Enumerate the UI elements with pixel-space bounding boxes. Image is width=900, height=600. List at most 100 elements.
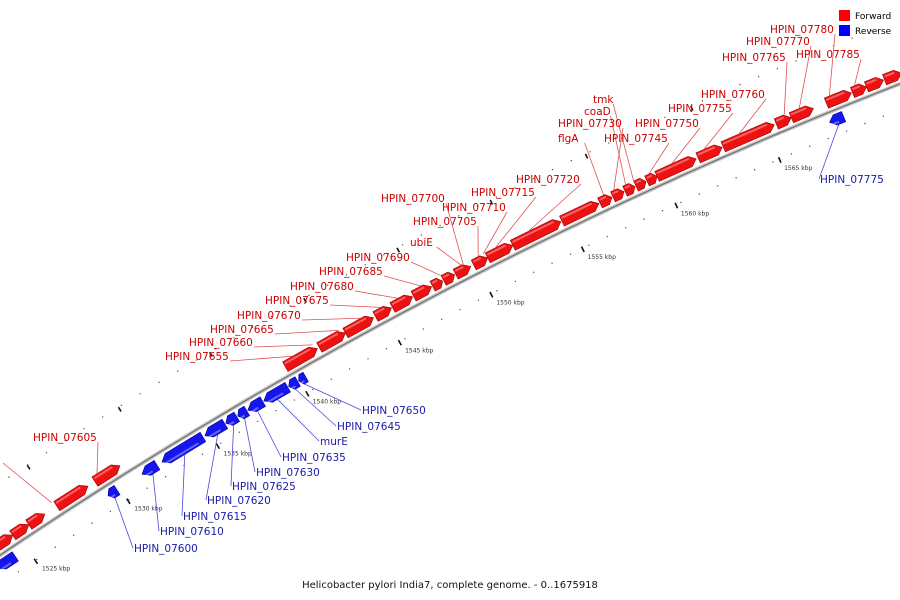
gene-HPIN_07615[interactable] bbox=[161, 431, 207, 464]
gene-label-HPIN_07605[interactable]: HPIN_07605 bbox=[33, 432, 97, 444]
gene-label-HPIN_07615[interactable]: HPIN_07615 bbox=[183, 511, 247, 523]
gene-HPIN_07690[interactable] bbox=[440, 271, 455, 286]
gene-HPIN_07610[interactable] bbox=[141, 459, 161, 476]
gene-HPIN_07725[interactable] bbox=[559, 200, 600, 227]
gene-label-HPIN_07720[interactable]: HPIN_07720 bbox=[516, 174, 580, 186]
gene-left-b[interactable] bbox=[9, 523, 30, 541]
gene-HPIN_07630[interactable] bbox=[237, 405, 251, 420]
gene-label-flgA[interactable]: flgA bbox=[558, 133, 579, 145]
gene-HPIN_07775[interactable] bbox=[829, 111, 847, 126]
gene-label-HPIN_07685[interactable]: HPIN_07685 bbox=[319, 266, 383, 278]
gene-label-murE[interactable]: murE bbox=[320, 436, 348, 448]
gene-label-HPIN_07655[interactable]: HPIN_07655 bbox=[165, 351, 229, 363]
gene-coaD[interactable] bbox=[622, 183, 636, 197]
minor-tick bbox=[164, 476, 167, 478]
gene-label-HPIN_07780[interactable]: HPIN_07780 bbox=[770, 24, 834, 36]
gene-HPIN_07780[interactable] bbox=[823, 89, 852, 109]
gene-HPIN_07665[interactable] bbox=[342, 315, 374, 339]
tick-label: 1535 kbp bbox=[224, 451, 252, 458]
gene-highlight bbox=[284, 348, 311, 365]
gene-left-r[interactable] bbox=[0, 551, 19, 570]
gene-label-HPIN_07620[interactable]: HPIN_07620 bbox=[207, 495, 271, 507]
gene-HPIN_07730[interactable] bbox=[610, 188, 625, 203]
gene-flgA[interactable] bbox=[597, 194, 613, 209]
leader-HPIN_07780 bbox=[828, 33, 836, 97]
gene-tmk[interactable] bbox=[633, 177, 647, 192]
leader-HPIN_07655 bbox=[229, 355, 293, 362]
gene-HPIN_07675[interactable] bbox=[389, 294, 414, 313]
minor-tick bbox=[717, 185, 719, 187]
gene-HPIN_07680[interactable] bbox=[410, 284, 433, 302]
gene-label-HPIN_07595[interactable]: HPIN_07595 bbox=[0, 453, 1, 465]
gene-label-HPIN_07715[interactable]: HPIN_07715 bbox=[471, 187, 535, 199]
gene-label-HPIN_07635[interactable]: HPIN_07635 bbox=[282, 452, 346, 464]
gene-label-HPIN_07670[interactable]: HPIN_07670 bbox=[237, 310, 301, 322]
gene-HPIN_07670[interactable] bbox=[372, 305, 392, 322]
gene-HPIN_07760[interactable] bbox=[720, 121, 775, 153]
minor-tick bbox=[739, 83, 741, 86]
tick-label: 1555 kbp bbox=[588, 254, 616, 261]
gene-left-c[interactable] bbox=[25, 513, 46, 530]
gene-HPIN_07620[interactable] bbox=[204, 418, 229, 438]
gene-HPIN_07645[interactable] bbox=[288, 376, 301, 390]
gene-HPIN_07715[interactable] bbox=[484, 242, 514, 264]
gene-HPIN_07625[interactable] bbox=[225, 411, 241, 426]
gene-label-ubiE[interactable]: ubiE bbox=[410, 237, 433, 249]
gene-label-HPIN_07750[interactable]: HPIN_07750 bbox=[635, 118, 699, 130]
gene-HPIN_07605[interactable] bbox=[91, 464, 121, 487]
gene-label-HPIN_07630[interactable]: HPIN_07630 bbox=[256, 467, 320, 479]
gene-HPIN_07720[interactable] bbox=[509, 219, 562, 251]
gene-HPIN_07635[interactable] bbox=[247, 396, 266, 412]
gene-label-HPIN_07755[interactable]: HPIN_07755 bbox=[668, 103, 732, 115]
gene-label-HPIN_07785[interactable]: HPIN_07785 bbox=[796, 49, 860, 61]
gene-HPIN_07595[interactable] bbox=[53, 484, 89, 512]
minor-tick bbox=[289, 305, 291, 307]
gene-left-a[interactable] bbox=[0, 534, 14, 556]
gene-HPIN_07745[interactable] bbox=[644, 172, 658, 187]
gene-HPIN_07750[interactable] bbox=[654, 156, 697, 182]
gene-HPIN_07770[interactable] bbox=[788, 105, 814, 124]
gene-label-HPIN_07745[interactable]: HPIN_07745 bbox=[604, 133, 668, 145]
gene-HPIN_07660[interactable] bbox=[316, 331, 346, 353]
gene-label-HPIN_07730[interactable]: HPIN_07730 bbox=[558, 118, 622, 130]
gene-murE[interactable] bbox=[263, 381, 291, 403]
gene-HPIN_07785-a[interactable] bbox=[850, 83, 867, 98]
major-tick bbox=[33, 558, 39, 565]
gene-label-HPIN_07775[interactable]: HPIN_07775 bbox=[820, 174, 884, 186]
gene-label-HPIN_07625[interactable]: HPIN_07625 bbox=[232, 481, 296, 493]
upper-tick bbox=[208, 351, 213, 357]
gene-highlight bbox=[110, 493, 116, 499]
gene-label-HPIN_07770[interactable]: HPIN_07770 bbox=[746, 36, 810, 48]
gene-label-HPIN_07705[interactable]: HPIN_07705 bbox=[413, 216, 477, 228]
gene-ubiE[interactable] bbox=[452, 264, 472, 280]
gene-label-HPIN_07760[interactable]: HPIN_07760 bbox=[701, 89, 765, 101]
gene-HPIN_07600[interactable] bbox=[107, 484, 121, 499]
gene-label-HPIN_07680[interactable]: HPIN_07680 bbox=[290, 281, 354, 293]
gene-label-HPIN_07610[interactable]: HPIN_07610 bbox=[160, 526, 224, 538]
gene-label-HPIN_07765[interactable]: HPIN_07765 bbox=[722, 52, 786, 64]
gene-label-HPIN_07665[interactable]: HPIN_07665 bbox=[210, 324, 274, 336]
gene-HPIN_07655[interactable] bbox=[282, 346, 318, 372]
gene-label-tmk[interactable]: tmk bbox=[593, 94, 614, 106]
gene-label-HPIN_07600[interactable]: HPIN_07600 bbox=[134, 543, 198, 555]
gene-label-HPIN_07660[interactable]: HPIN_07660 bbox=[189, 337, 253, 349]
gene-label-HPIN_07650[interactable]: HPIN_07650 bbox=[362, 405, 426, 417]
gene-label-coaD[interactable]: coaD bbox=[584, 106, 611, 118]
gene-right-a[interactable] bbox=[882, 69, 900, 86]
gene-highlight bbox=[790, 107, 807, 116]
minor-tick bbox=[626, 133, 629, 136]
gene-label-HPIN_07690[interactable]: HPIN_07690 bbox=[346, 252, 410, 264]
gene-label-HPIN_07675[interactable]: HPIN_07675 bbox=[265, 295, 329, 307]
minor-tick bbox=[420, 234, 423, 236]
gene-label-HPIN_07710[interactable]: HPIN_07710 bbox=[442, 202, 506, 214]
gene-label-HPIN_07700[interactable]: HPIN_07700 bbox=[381, 193, 445, 205]
gene-HPIN_07785[interactable] bbox=[864, 77, 884, 93]
gene-highlight bbox=[55, 486, 81, 504]
gene-HPIN_07705[interactable] bbox=[470, 255, 489, 271]
gene-label-HPIN_07645[interactable]: HPIN_07645 bbox=[337, 421, 401, 433]
gene-HPIN_07755[interactable] bbox=[695, 144, 723, 164]
gene-HPIN_07650[interactable] bbox=[298, 371, 309, 385]
gene-HPIN_07765[interactable] bbox=[773, 114, 792, 130]
gene-HPIN_07685[interactable] bbox=[429, 277, 443, 292]
